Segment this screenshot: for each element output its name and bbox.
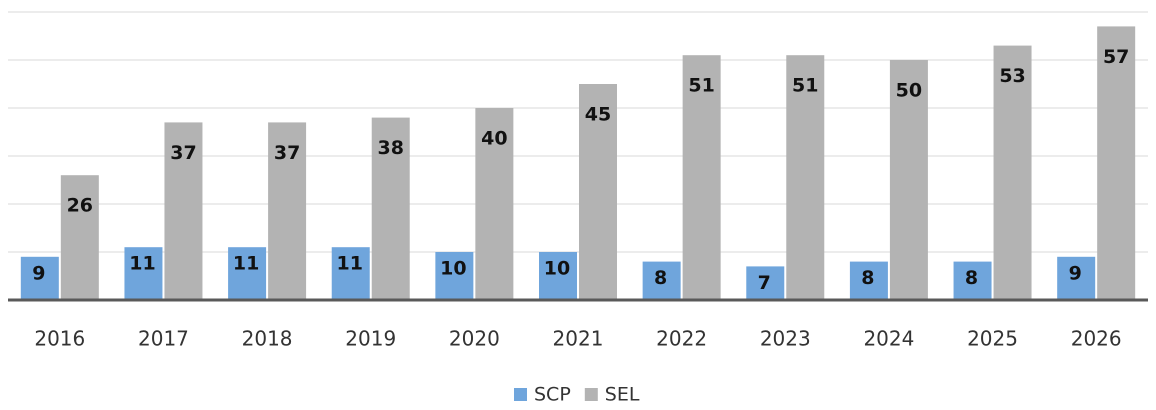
bar xyxy=(20,256,59,300)
bar xyxy=(539,252,577,300)
data-label: 7 xyxy=(758,272,771,294)
bar xyxy=(993,45,1032,300)
data-label: 8 xyxy=(965,267,978,289)
data-label: 40 xyxy=(481,128,507,150)
data-label: 57 xyxy=(1103,46,1129,68)
bar xyxy=(228,247,267,300)
data-label: 26 xyxy=(67,195,93,217)
bar xyxy=(746,266,785,300)
data-label: 10 xyxy=(544,258,570,280)
bar xyxy=(60,175,99,300)
x-tick-label: 2023 xyxy=(760,327,811,351)
x-tick-label: 2021 xyxy=(553,327,604,351)
data-label: 45 xyxy=(585,104,611,126)
data-label: 9 xyxy=(1069,262,1082,284)
bar xyxy=(1097,26,1136,301)
x-tick-label: 2017 xyxy=(138,327,189,351)
bar xyxy=(268,122,307,301)
data-label: 9 xyxy=(32,262,45,284)
x-tick-label: 2025 xyxy=(967,327,1018,351)
data-label: 51 xyxy=(792,75,818,97)
data-label: 37 xyxy=(274,142,300,164)
x-tick-label: 2018 xyxy=(242,327,293,351)
data-label: 8 xyxy=(861,267,874,289)
bar xyxy=(953,261,992,300)
bar xyxy=(331,247,370,300)
bar xyxy=(435,252,474,300)
bar xyxy=(642,261,681,300)
data-label: 10 xyxy=(440,258,466,280)
legend-label: SEL xyxy=(605,384,640,406)
bar xyxy=(164,122,203,301)
data-label: 50 xyxy=(896,80,922,102)
data-label: 38 xyxy=(378,137,404,159)
data-label: 11 xyxy=(337,253,363,275)
bar xyxy=(579,84,617,300)
x-tick-label: 2020 xyxy=(449,327,500,351)
bar xyxy=(371,117,410,300)
bar xyxy=(682,55,721,301)
bar xyxy=(124,247,163,300)
x-tick-label: 2024 xyxy=(863,327,914,351)
data-label: 8 xyxy=(654,267,667,289)
bar xyxy=(475,108,514,300)
data-label: 51 xyxy=(688,75,714,97)
data-label: 11 xyxy=(233,253,259,275)
legend-swatch xyxy=(584,388,598,401)
bar xyxy=(786,55,825,301)
x-tick-label: 2016 xyxy=(34,327,85,351)
legend-swatch xyxy=(514,388,527,401)
data-label: 11 xyxy=(129,253,155,275)
bar xyxy=(889,60,928,300)
data-label: 53 xyxy=(999,65,1025,87)
bar xyxy=(849,261,888,300)
legend-label: SCP xyxy=(534,384,571,406)
x-tick-label: 2019 xyxy=(345,327,396,351)
x-tick-label: 2026 xyxy=(1071,327,1122,351)
x-tick-label: 2022 xyxy=(656,327,707,351)
data-label: 37 xyxy=(170,142,196,164)
bar xyxy=(1057,256,1096,300)
